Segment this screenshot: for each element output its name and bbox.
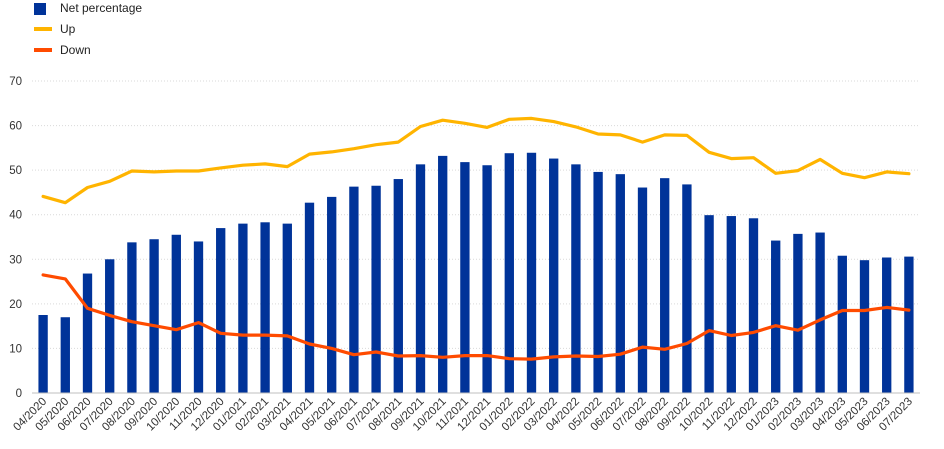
y-tick-label: 40 [9, 210, 22, 222]
legend-swatch-down [34, 48, 52, 52]
bar-net-percentage [438, 155, 448, 393]
bar-net-percentage [704, 215, 714, 393]
legend: Net percentage Up Down [34, 1, 142, 57]
legend-swatch-up [34, 27, 52, 31]
line-down [41, 273, 911, 361]
bar-net-percentage [504, 153, 514, 393]
bar-net-percentage [815, 232, 825, 393]
y-tick-label: 10 [9, 343, 22, 355]
x-axis-tick-labels: 04/202005/202006/202007/202008/202009/20… [11, 396, 915, 434]
y-tick-label: 0 [16, 388, 22, 400]
bar-net-percentage [682, 184, 692, 393]
bar-net-percentage [238, 223, 248, 393]
bar-net-percentage [349, 186, 359, 393]
bar-net-percentage [127, 242, 137, 393]
legend-swatch-net-percentage [34, 3, 46, 15]
bar-net-percentage [571, 164, 581, 393]
legend-label-down: Down [60, 43, 91, 57]
bar-net-percentage [327, 196, 337, 393]
bar-net-percentage [637, 187, 648, 393]
bar-net-percentage [748, 218, 759, 393]
y-tick-label: 30 [9, 254, 22, 266]
y-tick-label: 70 [9, 76, 22, 88]
bar-net-percentage [260, 222, 270, 393]
bar-net-percentage [726, 216, 736, 393]
bar-net-percentage [105, 259, 115, 393]
bar-net-percentage [904, 256, 914, 393]
bar-net-percentage [393, 179, 403, 393]
bar-net-percentage [615, 174, 625, 393]
bar-net-percentage [771, 240, 781, 393]
bar-net-percentage [216, 228, 226, 393]
bar-net-percentage [304, 202, 315, 393]
bar-net-percentage [149, 239, 159, 393]
line-series [41, 116, 911, 361]
bar-net-percentage [460, 162, 470, 393]
bar-net-percentage [660, 178, 670, 393]
legend-label-up: Up [60, 22, 76, 36]
bar-net-percentage [482, 165, 492, 393]
bar-net-percentage [371, 185, 381, 393]
bar-net-percentage [793, 233, 803, 393]
line-up [41, 116, 911, 205]
bar-net-percentage [282, 223, 292, 393]
bar-net-percentage [526, 152, 537, 393]
y-axis-tick-labels: 0 10 20 30 40 50 60 70 [9, 76, 22, 400]
bar-net-percentage [837, 255, 847, 393]
bar-net-percentage [38, 315, 48, 393]
legend-label-net-percentage: Net percentage [60, 1, 142, 15]
y-tick-label: 20 [9, 299, 22, 311]
bar-net-percentage [82, 273, 93, 393]
bar-net-percentage [859, 260, 870, 393]
y-tick-label: 50 [9, 165, 22, 177]
y-tick-label: 60 [9, 121, 22, 133]
bar-series-net-percentage [38, 152, 914, 393]
bar-net-percentage [193, 241, 204, 393]
bar-net-percentage [415, 164, 426, 393]
bar-net-percentage [593, 171, 603, 393]
bar-net-percentage [549, 158, 559, 393]
bar-net-percentage [171, 234, 181, 393]
bar-net-percentage [60, 317, 70, 393]
bar-net-percentage [882, 257, 892, 393]
gridlines [32, 80, 920, 349]
